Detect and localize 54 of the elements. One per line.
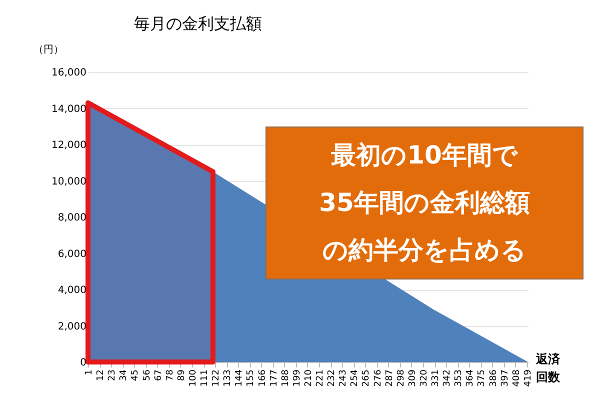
x-tick-label: 419 bbox=[523, 369, 534, 387]
y-tick-label: 12,000 bbox=[52, 140, 86, 151]
x-tick-label: 56 bbox=[142, 369, 152, 381]
x-tick-label: 254 bbox=[350, 369, 360, 387]
x-tick-label: 353 bbox=[454, 370, 464, 387]
x-tick-label: 166 bbox=[258, 369, 268, 387]
x-tick-label: 111 bbox=[200, 370, 210, 387]
y-tick-label: 16,000 bbox=[52, 68, 86, 78]
x-tick-label: 12 bbox=[96, 370, 106, 381]
x-tick-label: 34 bbox=[119, 369, 130, 381]
y-tick-label: 4,000 bbox=[58, 285, 86, 296]
y-tick-label: 10,000 bbox=[52, 176, 86, 188]
x-tick-label: 210 bbox=[304, 369, 314, 387]
x-tick-label: 309 bbox=[408, 369, 418, 387]
x-tick-label: 265 bbox=[362, 370, 372, 387]
x-tick-label: 221 bbox=[316, 370, 326, 387]
x-tick-label: 331 bbox=[431, 370, 442, 387]
x-tick-label: 144 bbox=[234, 369, 245, 387]
y-tick-label: 14,000 bbox=[52, 104, 86, 115]
x-tick-label: 397 bbox=[500, 370, 510, 387]
y-axis-title: （円） bbox=[34, 44, 64, 56]
x-tick-label: 89 bbox=[176, 369, 187, 381]
x-tick-label: 364 bbox=[466, 369, 476, 387]
x-tick-label: 298 bbox=[396, 369, 406, 387]
x-tick-label: 122 bbox=[212, 370, 222, 387]
y-tick-label: 8,000 bbox=[58, 212, 86, 224]
x-tick-label: 67 bbox=[154, 370, 164, 381]
y-tick-label: 0 bbox=[80, 358, 86, 368]
chart-title: 毎月の金利支払額 bbox=[134, 14, 262, 33]
annotation: 35年間の金利総額 bbox=[319, 188, 530, 217]
x-tick-label: 78 bbox=[165, 369, 176, 381]
x-tick-label: 199 bbox=[292, 369, 302, 387]
annotation: 最初の10年間で bbox=[330, 140, 519, 170]
x-tick-label: 232 bbox=[327, 370, 338, 387]
x-tick-label: 386 bbox=[488, 369, 499, 387]
x-tick-label: 45 bbox=[130, 370, 141, 381]
x-tick-label: 276 bbox=[373, 369, 384, 387]
x-tick-label: 23 bbox=[108, 370, 118, 381]
annotation: の約半分を占める bbox=[322, 236, 526, 264]
y-tick-label: 6,000 bbox=[58, 248, 86, 260]
x-tick-label: 133 bbox=[223, 370, 234, 387]
x-tick-label: 177 bbox=[269, 370, 280, 387]
x-tick-label: 408 bbox=[512, 369, 522, 387]
x-tick-label: 100 bbox=[188, 369, 198, 387]
x-tick-label: 320 bbox=[419, 369, 430, 387]
x-tick-label: 188 bbox=[280, 369, 291, 387]
x-tick-label: 287 bbox=[384, 370, 395, 387]
x-axis-title: 返済回数 bbox=[535, 352, 561, 384]
x-tick-label: 375 bbox=[477, 370, 488, 387]
x-tick-label: 243 bbox=[338, 370, 349, 387]
x-tick-label: 342 bbox=[442, 370, 453, 387]
x-tick-label: 1 bbox=[84, 370, 94, 376]
x-tick-label: 155 bbox=[246, 370, 256, 387]
y-tick-label: 2,000 bbox=[58, 321, 86, 332]
